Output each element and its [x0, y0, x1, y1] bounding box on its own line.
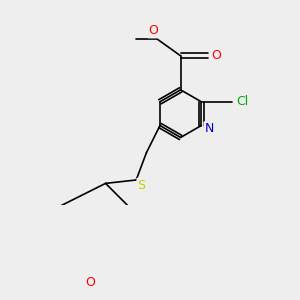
Text: O: O — [211, 49, 221, 62]
Text: N: N — [205, 122, 214, 135]
Text: O: O — [148, 24, 158, 37]
Text: S: S — [138, 179, 146, 192]
Text: O: O — [85, 275, 95, 289]
Text: Cl: Cl — [236, 95, 248, 108]
